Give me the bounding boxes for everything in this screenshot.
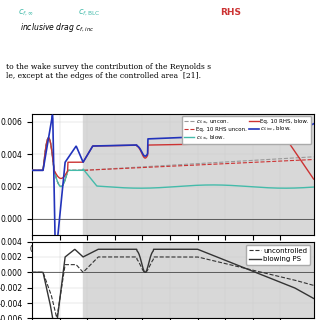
Text: $c_{f,\infty}$: $c_{f,\infty}$	[18, 8, 34, 18]
Text: RHS: RHS	[220, 8, 241, 17]
Text: $c_{f,\text{BLC}}$: $c_{f,\text{BLC}}$	[78, 8, 101, 18]
Text: inclusive drag $c_{f,inc}$: inclusive drag $c_{f,inc}$	[20, 21, 95, 34]
Text: to the wake survey the contribution of the Reynolds s
le, except at the edges of: to the wake survey the contribution of t…	[6, 63, 212, 80]
Legend: $c_{f,\infty}$, uncon., Eq. 10 RHS uncon., $c_{f,\infty}$, blow., Eq. 10 RHS, bl: $c_{f,\infty}$, uncon., Eq. 10 RHS uncon…	[182, 116, 311, 144]
Bar	[83, 114, 314, 235]
Bar	[83, 242, 314, 318]
Legend: uncontrolled, blowing PS: uncontrolled, blowing PS	[246, 245, 310, 265]
